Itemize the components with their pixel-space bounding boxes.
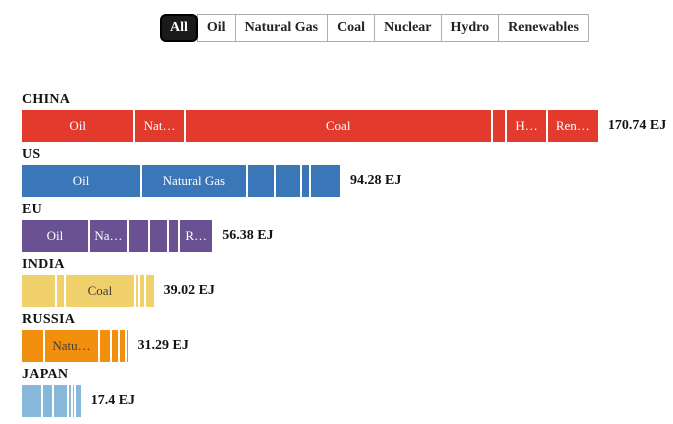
country-label: EU <box>22 202 43 217</box>
country-label: RUSSIA <box>22 312 76 327</box>
bar-segment-oil[interactable]: Oil <box>22 110 134 142</box>
fuel-filter-tabbar: All Oil Natural Gas Coal Nuclear Hydro Renewab… <box>160 14 589 42</box>
total-value-label: 56.38 EJ <box>222 228 274 243</box>
stacked-bar: Natu… <box>22 330 128 362</box>
stacked-bar: Oil Nat… Coal H… Ren… <box>22 110 598 142</box>
country-row-russia: RUSSIA Natu… 31.29 EJ <box>22 313 666 362</box>
bar-segment-oil[interactable] <box>22 385 41 417</box>
bar-segment-nuclear[interactable] <box>492 110 506 142</box>
total-value-label: 31.29 EJ <box>137 338 189 353</box>
stacked-bar: Coal <box>22 275 154 307</box>
bar-segment-natural-gas[interactable]: Natu… <box>44 330 98 362</box>
stacked-bar: Oil Na… R… <box>22 220 213 252</box>
tab-natural-gas[interactable]: Natural Gas <box>234 14 329 42</box>
country-label: US <box>22 147 41 162</box>
country-row-china: CHINA Oil Nat… Coal H… Ren… 170.74 EJ <box>22 93 666 142</box>
tab-nuclear[interactable]: Nuclear <box>374 14 442 42</box>
bar-segment-oil[interactable]: Oil <box>22 165 141 197</box>
bar-segment-coal[interactable] <box>53 385 67 417</box>
total-value-label: 170.74 EJ <box>607 118 667 133</box>
bar-segment-coal[interactable] <box>129 220 149 252</box>
tab-renewables[interactable]: Renewables <box>498 14 589 42</box>
tab-oil[interactable]: Oil <box>196 14 236 42</box>
tab-all[interactable]: All <box>160 14 198 42</box>
bar-segment-nuclear[interactable] <box>111 330 118 362</box>
country-label: JAPAN <box>22 367 69 382</box>
bar-segment-natural-gas[interactable]: Na… <box>89 220 128 252</box>
bar-segment-nuclear[interactable] <box>150 220 168 252</box>
tab-coal[interactable]: Coal <box>327 14 376 42</box>
bar-segment-hydro[interactable] <box>139 275 145 307</box>
bar-segment-renewables[interactable]: Ren… <box>547 110 598 142</box>
bar-segment-natural-gas[interactable]: Nat… <box>135 110 184 142</box>
bar-segment-coal[interactable]: Coal <box>185 110 491 142</box>
bar-segment-coal[interactable] <box>247 165 274 197</box>
bar-segment-hydro[interactable]: H… <box>507 110 546 142</box>
bar-segment-coal[interactable] <box>99 330 110 362</box>
bar-segment-natural-gas[interactable] <box>42 385 52 417</box>
total-value-label: 39.02 EJ <box>163 283 215 298</box>
country-label: CHINA <box>22 92 71 107</box>
bar-segment-oil[interactable] <box>22 275 55 307</box>
bar-segment-natural-gas[interactable]: Natural Gas <box>142 165 246 197</box>
bar-segment-hydro[interactable] <box>119 330 126 362</box>
country-row-india: INDIA Coal 39.02 EJ <box>22 258 666 307</box>
country-row-japan: JAPAN 17.4 EJ <box>22 368 666 417</box>
bar-segment-nuclear[interactable] <box>68 385 71 417</box>
bar-segment-hydro[interactable] <box>301 165 309 197</box>
bar-segment-nuclear[interactable] <box>136 275 138 307</box>
bar-segment-nuclear[interactable] <box>275 165 300 197</box>
country-label: INDIA <box>22 257 65 272</box>
bar-segment-hydro[interactable] <box>72 385 75 417</box>
stacked-bar <box>22 385 81 417</box>
total-value-label: 17.4 EJ <box>90 393 136 408</box>
bar-segment-renewables[interactable]: R… <box>180 220 213 252</box>
energy-chart: CHINA Oil Nat… Coal H… Ren… 170.74 EJ US Oil Natu… <box>22 93 666 423</box>
bar-segment-renewables[interactable] <box>310 165 340 197</box>
bar-segment-coal[interactable]: Coal <box>65 275 135 307</box>
bar-segment-oil[interactable] <box>22 330 43 362</box>
bar-segment-oil[interactable]: Oil <box>22 220 88 252</box>
country-row-eu: EU Oil Na… R… 56.38 EJ <box>22 203 666 252</box>
country-row-us: US Oil Natural Gas 94.28 EJ <box>22 148 666 197</box>
total-value-label: 94.28 EJ <box>350 173 402 188</box>
bar-segment-renewables[interactable] <box>146 275 154 307</box>
stacked-bar: Oil Natural Gas <box>22 165 340 197</box>
bar-segment-natural-gas[interactable] <box>56 275 64 307</box>
tab-hydro[interactable]: Hydro <box>440 14 500 42</box>
bar-segment-renewables[interactable] <box>76 385 81 417</box>
bar-segment-hydro[interactable] <box>169 220 179 252</box>
